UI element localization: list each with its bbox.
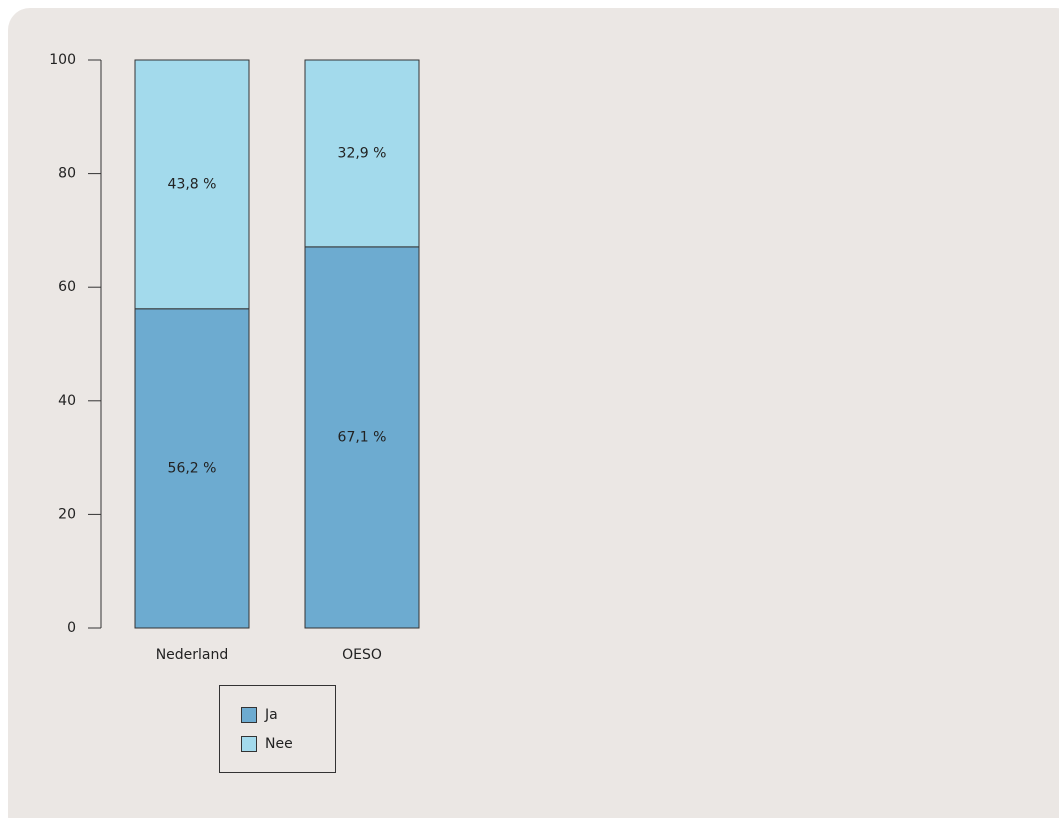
bar-segment — [304, 246, 420, 629]
panel — [8, 8, 1059, 822]
legend-label: Nee — [265, 736, 293, 752]
legend-swatch — [241, 736, 257, 752]
legend-box — [219, 685, 336, 773]
bar-segment — [304, 59, 420, 248]
value-label: 43,8 % — [168, 176, 217, 192]
y-tick-label: 100 — [49, 52, 76, 68]
y-tick-label: 0 — [67, 620, 76, 636]
value-label: 56,2 % — [168, 460, 217, 476]
legend-label: Ja — [264, 707, 278, 723]
y-tick-label: 20 — [58, 506, 76, 522]
value-label: 32,9 % — [338, 145, 387, 161]
value-label: 67,1 % — [338, 429, 387, 445]
y-tick-label: 40 — [58, 393, 76, 409]
y-tick-label: 60 — [58, 279, 76, 295]
x-tick-label: OESO — [342, 647, 382, 663]
legend-swatch — [241, 707, 257, 723]
x-tick-label: Nederland — [156, 647, 229, 663]
y-tick-label: 80 — [58, 166, 76, 182]
bar-segment — [134, 59, 250, 310]
